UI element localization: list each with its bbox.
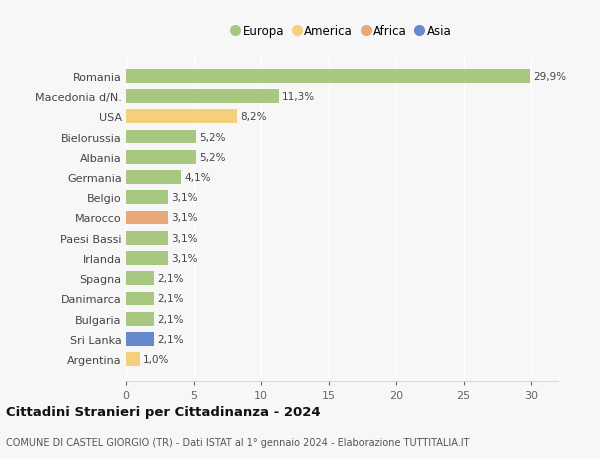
Bar [126,231,168,245]
Text: 3,1%: 3,1% [171,253,198,263]
Text: Cittadini Stranieri per Cittadinanza - 2024: Cittadini Stranieri per Cittadinanza - 2… [6,405,320,419]
Text: 1,0%: 1,0% [143,354,169,364]
Bar [126,292,154,306]
Text: 2,1%: 2,1% [158,334,184,344]
Bar [126,110,236,124]
Bar [126,272,154,285]
Text: 4,1%: 4,1% [185,173,211,183]
Bar [126,171,181,185]
Text: 5,2%: 5,2% [200,152,226,162]
Bar [126,70,530,84]
Text: 8,2%: 8,2% [240,112,266,122]
Bar [126,211,168,225]
Bar [126,90,278,104]
Text: 3,1%: 3,1% [171,233,198,243]
Bar [126,252,168,265]
Bar [126,312,154,326]
Bar [126,130,196,144]
Text: COMUNE DI CASTEL GIORGIO (TR) - Dati ISTAT al 1° gennaio 2024 - Elaborazione TUT: COMUNE DI CASTEL GIORGIO (TR) - Dati IST… [6,437,470,447]
Text: 2,1%: 2,1% [158,294,184,304]
Bar [126,151,196,164]
Bar [126,353,139,366]
Text: 2,1%: 2,1% [158,274,184,284]
Text: 11,3%: 11,3% [282,92,315,102]
Text: 5,2%: 5,2% [200,132,226,142]
Bar [126,191,168,205]
Text: 3,1%: 3,1% [171,213,198,223]
Text: 2,1%: 2,1% [158,314,184,324]
Bar [126,332,154,346]
Legend: Europa, America, Africa, Asia: Europa, America, Africa, Asia [229,22,455,42]
Text: 29,9%: 29,9% [533,72,566,82]
Text: 3,1%: 3,1% [171,193,198,203]
